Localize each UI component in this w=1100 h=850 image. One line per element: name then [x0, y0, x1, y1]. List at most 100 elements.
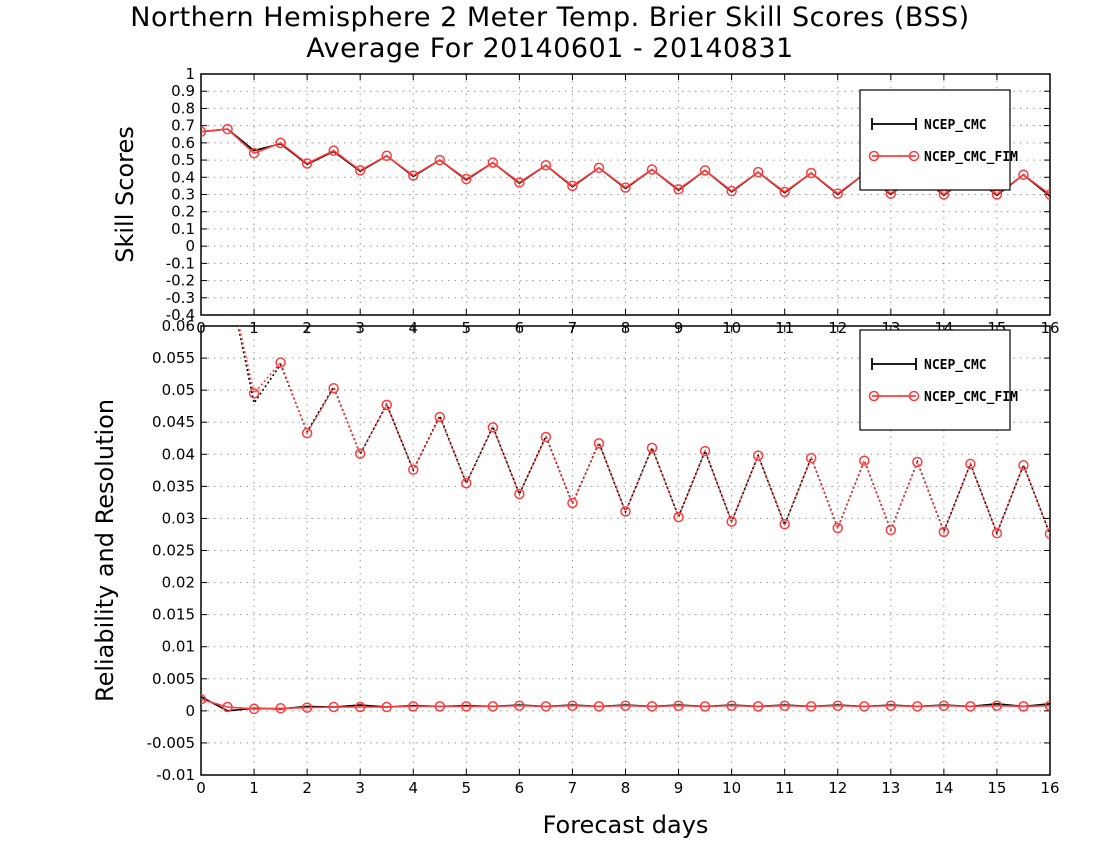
- data-point: [885, 700, 897, 711]
- x-tick-label: 11: [775, 779, 794, 797]
- legend-label: NCEP_CMC_FIM: [924, 390, 1018, 405]
- y-tick-label: -0.005: [147, 734, 195, 752]
- x-tick-label: 5: [462, 779, 472, 797]
- data-point: [593, 162, 605, 174]
- data-point: [832, 700, 843, 711]
- data-point: [301, 427, 313, 439]
- legend: NCEP_CMC NCEP_CMC_FIM: [859, 89, 1018, 191]
- data-point: [620, 506, 631, 517]
- data-point: [540, 431, 552, 443]
- data-point: [461, 701, 472, 712]
- y-tick-label: 0.015: [152, 606, 195, 624]
- data-point: [646, 442, 658, 454]
- y-tick-label: 0.9: [171, 82, 195, 100]
- data-point: [593, 701, 605, 712]
- data-point: [567, 700, 578, 711]
- y-tick-label: 0.8: [171, 99, 195, 117]
- data-point: [514, 177, 525, 188]
- chart-title: Northern Hemisphere 2 Meter Temp. Brier …: [130, 2, 970, 33]
- legend-marker: [868, 150, 880, 162]
- y-tick-label: 0.5: [171, 151, 195, 169]
- x-tick-label: 9: [674, 779, 684, 797]
- data-point: [859, 455, 870, 466]
- data-point: [487, 157, 499, 168]
- data-point: [726, 516, 737, 527]
- data-point: [408, 464, 419, 475]
- y-tick-label: 0: [185, 237, 195, 255]
- data-point: [620, 182, 631, 193]
- y-tick-label: 0.045: [152, 413, 195, 431]
- x-tick-label: 1: [249, 779, 259, 797]
- y-tick-label: 0: [185, 702, 195, 720]
- data-point: [201, 126, 207, 137]
- data-point: [328, 701, 339, 713]
- data-point: [514, 700, 525, 711]
- data-point: [275, 357, 286, 368]
- y-tick-label: 0.05: [162, 381, 195, 399]
- data-point: [779, 700, 790, 711]
- legend-marker: [908, 150, 920, 162]
- data-point: [540, 159, 552, 171]
- y-tick-label: 1: [185, 65, 195, 83]
- data-point: [248, 147, 260, 159]
- y-tick-label: 0.025: [152, 542, 195, 560]
- y-tick-label: -0.3: [166, 289, 195, 307]
- y-tick-label: 0.035: [152, 477, 195, 495]
- data-point: [938, 700, 950, 711]
- data-point: [1044, 700, 1050, 711]
- data-point: [301, 702, 313, 713]
- y-axis-title: Reliability and Resolution: [91, 399, 119, 702]
- data-point: [699, 165, 711, 176]
- y-tick-label: 0.4: [171, 168, 195, 186]
- data-point: [673, 700, 684, 711]
- data-point: [912, 701, 923, 712]
- y-tick-label: 0.1: [171, 220, 195, 238]
- data-point: [1018, 701, 1029, 712]
- y-axis-title: Skill Scores: [111, 126, 139, 263]
- x-tick-label: 16: [1040, 779, 1059, 797]
- data-point: [805, 452, 817, 464]
- data-point: [514, 488, 525, 500]
- x-tick-label: 13: [881, 779, 900, 797]
- data-point: [222, 123, 233, 135]
- y-tick-label: -0.01: [156, 766, 195, 784]
- data-point: [434, 154, 446, 166]
- data-point: [408, 701, 419, 712]
- series-line: [238, 326, 1050, 536]
- data-point: [805, 167, 817, 179]
- data-point: [859, 701, 870, 712]
- x-tick-label: 12: [828, 779, 847, 797]
- data-point: [1044, 528, 1050, 540]
- data-point: [354, 701, 366, 713]
- data-point: [620, 700, 631, 711]
- data-point: [912, 456, 923, 468]
- data-point: [726, 185, 737, 197]
- data-point: [487, 701, 499, 712]
- data-point: [328, 382, 339, 394]
- data-point: [646, 701, 658, 712]
- data-point: [201, 694, 207, 705]
- legend-marker: [908, 390, 920, 402]
- x-tick-label: 8: [621, 779, 631, 797]
- y-tick-label: -0.2: [166, 272, 195, 290]
- data-point: [381, 150, 392, 162]
- data-point: [885, 524, 897, 536]
- data-point: [275, 137, 286, 149]
- data-point: [699, 701, 711, 712]
- chart-subtitle: Average For 20140601 - 20140831: [306, 33, 794, 64]
- x-axis-title: Forecast days: [543, 811, 709, 839]
- data-point: [673, 511, 684, 523]
- data-point: [434, 411, 446, 423]
- data-point: [673, 184, 684, 195]
- data-point: [354, 448, 366, 459]
- data-point: [381, 399, 392, 411]
- data-point: [805, 701, 817, 712]
- y-tick-label: 0.04: [162, 445, 195, 463]
- data-point: [646, 164, 658, 175]
- y-tick-label: 0.01: [162, 638, 195, 656]
- data-point: [593, 438, 605, 449]
- data-point: [487, 422, 499, 433]
- series-line: [201, 698, 1050, 710]
- data-point: [991, 700, 1003, 711]
